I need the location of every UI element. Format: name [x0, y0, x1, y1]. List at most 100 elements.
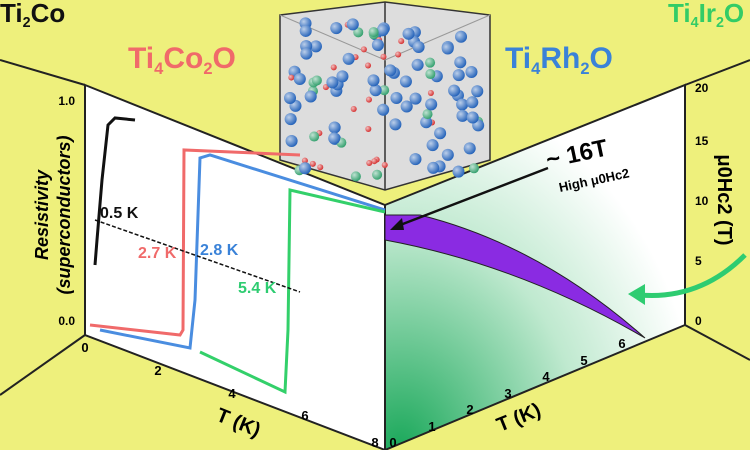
y-tick-label: 10 — [695, 194, 709, 208]
arrow — [394, 166, 549, 229]
atom-shine — [390, 91, 403, 104]
formula-part: 2 — [716, 15, 724, 31]
atom-shine — [456, 109, 469, 122]
green-arrow-head — [628, 284, 645, 305]
atom-shine — [371, 39, 384, 52]
annotation: 2.7 K — [138, 245, 177, 262]
formula-part: 2 — [580, 60, 589, 78]
atom-shine — [380, 53, 387, 60]
formula-part: Ti — [128, 42, 154, 75]
arrow-head — [390, 218, 404, 230]
formula: Ti4Rh2O — [505, 42, 613, 78]
atom-shine — [452, 69, 465, 82]
atom-shine — [301, 157, 308, 164]
atom-shine — [398, 38, 405, 45]
formula-part: 4 — [691, 15, 699, 31]
x-tick-label: 3 — [504, 386, 511, 401]
formula: Ti2Co — [0, 0, 65, 31]
atom-shine — [300, 47, 313, 60]
atom-shine — [395, 51, 402, 58]
formula: Ti4Co2O — [128, 42, 236, 78]
atom-shine — [368, 27, 379, 38]
y-tick-label: 15 — [695, 134, 709, 148]
atom-shine — [412, 40, 425, 53]
formula-part: O — [590, 42, 613, 75]
resistivity-curves — [89, 116, 386, 395]
atom-shine — [463, 142, 476, 155]
atom-shine — [379, 85, 390, 96]
formula-part: Ti — [0, 0, 23, 28]
atom-shine — [422, 109, 433, 120]
atom-shine — [425, 98, 438, 111]
y-tick-label: 0 — [695, 314, 702, 328]
atom-shine — [471, 85, 484, 98]
atom-shine — [452, 165, 465, 178]
formula-part: Ir — [699, 0, 716, 28]
atom-shine — [311, 75, 322, 86]
atom-shine — [285, 135, 298, 148]
atom-shine — [402, 27, 415, 40]
atom-shine — [411, 58, 424, 71]
atom-shine — [448, 84, 461, 97]
atom-shine — [466, 96, 479, 109]
x-tick-label: 6 — [618, 336, 625, 351]
y-label: (superconductors) — [54, 135, 74, 294]
atom-shine — [400, 100, 413, 113]
formula-part: 4 — [531, 60, 541, 78]
atom-shine — [342, 52, 355, 65]
x-tick-label: 0 — [389, 435, 396, 450]
y-label: μ0Hc2 (T) — [713, 154, 735, 245]
atom-shine — [409, 92, 422, 105]
green-arrow — [639, 253, 747, 298]
atom-shine — [427, 89, 434, 96]
formula-part: 2 — [203, 60, 212, 78]
atom-shine — [328, 132, 341, 145]
formula-part: Co — [163, 42, 203, 75]
atom-shine — [346, 18, 359, 31]
left-panel — [84, 83, 386, 450]
x-tick-label: 0 — [81, 340, 88, 355]
atom-shine — [389, 118, 402, 131]
atom-shine — [360, 46, 367, 53]
atom-shine — [369, 84, 382, 97]
x-tick-label: 1 — [428, 419, 435, 434]
atom-shine — [466, 111, 479, 124]
atom-shine — [299, 24, 312, 37]
atom-shine — [434, 127, 447, 140]
atom-shine — [366, 160, 373, 167]
atom-shine — [350, 106, 357, 113]
atom-shine — [309, 40, 322, 53]
atom-shine — [330, 64, 337, 71]
atom-shine — [409, 153, 422, 166]
atom-shine — [441, 42, 454, 55]
x-tick-label: 4 — [228, 386, 236, 401]
y-tick-label: 0.0 — [58, 314, 75, 328]
formula-part: Co — [31, 0, 66, 28]
x-tick-label: 8 — [371, 435, 378, 450]
atom-shine — [427, 161, 440, 174]
atom-shine — [309, 160, 316, 167]
atom-shine — [317, 164, 324, 171]
atom-shine — [293, 73, 306, 86]
atom-shine — [304, 90, 317, 103]
atom-shine — [353, 27, 364, 38]
formula: Ti4Ir2O — [668, 0, 744, 31]
formula-part: 2 — [23, 15, 31, 31]
atom-shine — [376, 24, 389, 37]
hc2-band — [384, 214, 646, 339]
formula-part: O — [724, 0, 744, 28]
atom-shine — [299, 162, 312, 175]
atom-shine — [309, 131, 320, 142]
annotation: 5.4 K — [238, 280, 277, 297]
atom-shine — [441, 148, 454, 161]
atom-shine — [365, 62, 372, 69]
atom-shine — [371, 158, 378, 165]
x-tick-label: 6 — [301, 408, 308, 423]
atom-shine — [468, 163, 479, 174]
floor-lines — [0, 59, 750, 396]
atom-shine — [350, 171, 361, 182]
atom-shine — [425, 57, 436, 68]
atom-shine — [284, 91, 297, 104]
x-tick-label: 2 — [154, 363, 161, 378]
